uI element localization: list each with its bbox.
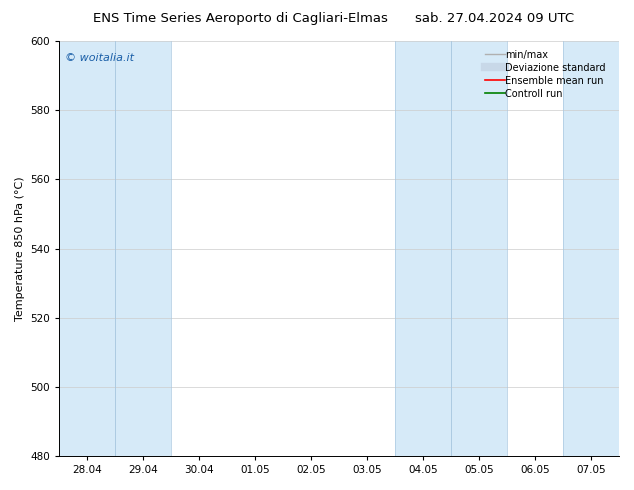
- Text: ENS Time Series Aeroporto di Cagliari-Elmas: ENS Time Series Aeroporto di Cagliari-El…: [93, 12, 389, 25]
- Bar: [115, 41, 171, 456]
- Bar: [563, 41, 619, 456]
- Legend: min/max, Deviazione standard, Ensemble mean run, Controll run: min/max, Deviazione standard, Ensemble m…: [482, 46, 614, 102]
- Bar: [451, 41, 507, 456]
- Text: © woitalia.it: © woitalia.it: [65, 53, 134, 64]
- Y-axis label: Temperature 850 hPa (°C): Temperature 850 hPa (°C): [15, 176, 25, 321]
- Bar: [60, 41, 115, 456]
- Text: sab. 27.04.2024 09 UTC: sab. 27.04.2024 09 UTC: [415, 12, 574, 25]
- Bar: [395, 41, 451, 456]
